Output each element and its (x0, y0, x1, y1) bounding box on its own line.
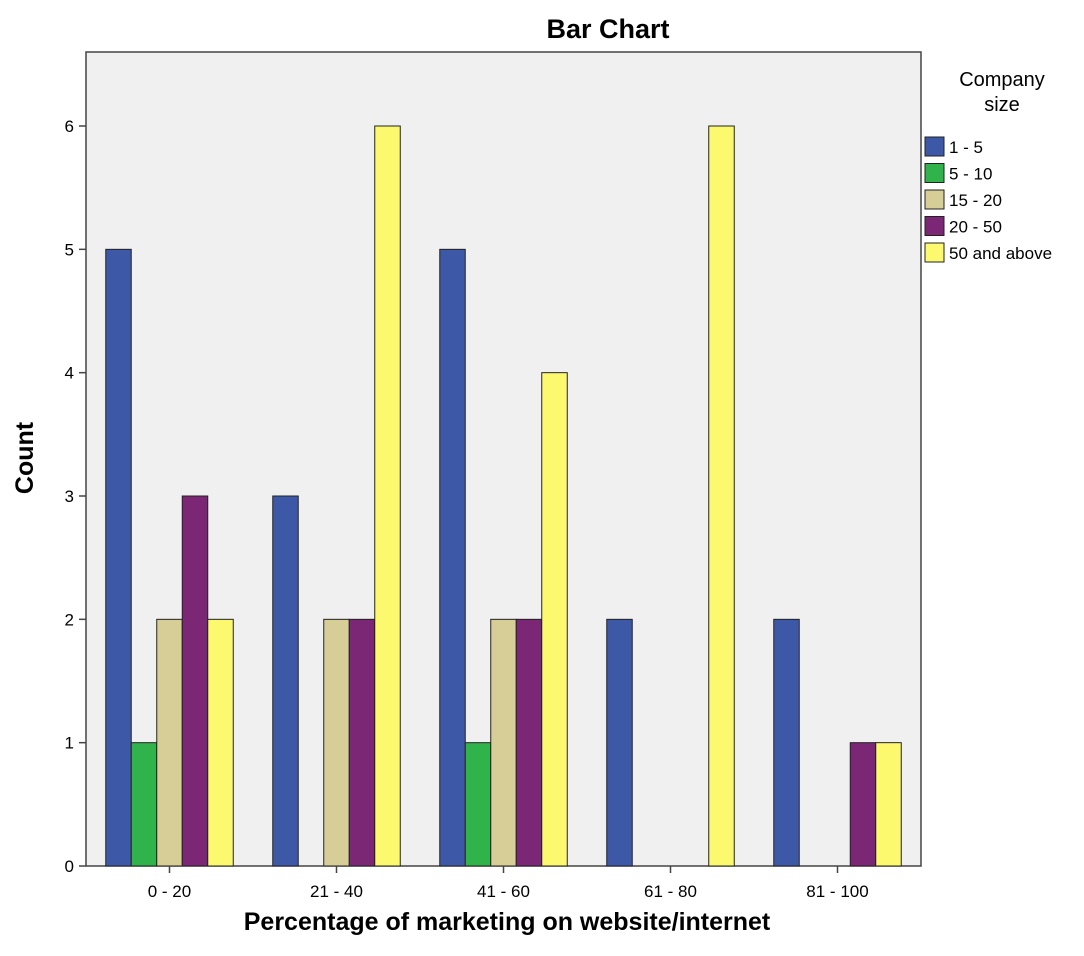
x-tick-label: 0 - 20 (148, 882, 191, 901)
y-tick-label: 2 (65, 610, 74, 629)
legend-swatch (924, 189, 945, 210)
legend-label: 50 and above (949, 244, 1052, 263)
bar-2-4 (541, 372, 568, 867)
x-axis: 0 - 20 21 - 40 41 - 60 61 - 80 81 - 100 (148, 866, 869, 901)
bar-2-1 (464, 742, 492, 867)
bar-1-4 (374, 125, 401, 867)
bar-4-4 (875, 742, 902, 867)
y-tick-label: 6 (65, 117, 74, 136)
x-tick-label: 61 - 80 (644, 882, 697, 901)
bar-0-1 (130, 742, 158, 867)
chart-title: Bar Chart (546, 14, 669, 44)
x-tick-label: 21 - 40 (310, 882, 363, 901)
y-tick-label: 3 (65, 487, 74, 506)
y-axis: 0 1 2 3 4 5 6 (65, 117, 86, 876)
bar-1-0 (272, 495, 299, 867)
bar-2-3 (515, 618, 543, 867)
bar-4-0 (773, 618, 800, 867)
x-tick-label: 81 - 100 (806, 882, 868, 901)
x-tick-label: 41 - 60 (477, 882, 530, 901)
legend: Company size 1 - 5 5 - 10 15 - 20 20 - 50 50… (924, 69, 1052, 263)
bar-0-4 (207, 618, 234, 867)
legend-swatch (924, 136, 945, 157)
bar-1-2 (323, 618, 350, 867)
bar-3-0 (606, 618, 633, 867)
bar-0-0 (105, 248, 132, 867)
bar-1-3 (348, 618, 376, 867)
legend-label: 15 - 20 (949, 191, 1002, 210)
bar-2-0 (439, 248, 466, 867)
bar-3-4 (708, 125, 735, 867)
y-tick-label: 5 (65, 240, 74, 259)
bars (105, 125, 902, 867)
legend-swatch (924, 163, 945, 183)
bar-2-2 (490, 618, 517, 867)
legend-swatch (924, 216, 945, 236)
y-tick-label: 4 (65, 364, 74, 383)
y-tick-label: 0 (65, 857, 74, 876)
legend-label: 5 - 10 (949, 165, 992, 184)
y-tick-label: 1 (65, 734, 74, 753)
bar-4-3 (849, 742, 877, 867)
legend-title-line-2: size (984, 94, 1020, 116)
legend-label: 1 - 5 (949, 138, 983, 157)
legend-swatch (924, 242, 945, 263)
legend-title-line-1: Company (959, 69, 1045, 91)
x-axis-title: Percentage of marketing on website/inter… (244, 908, 771, 936)
bar-0-2 (156, 618, 183, 867)
y-axis-title: Count (11, 421, 39, 494)
legend-label: 20 - 50 (949, 218, 1002, 237)
bar-0-3 (181, 495, 209, 867)
